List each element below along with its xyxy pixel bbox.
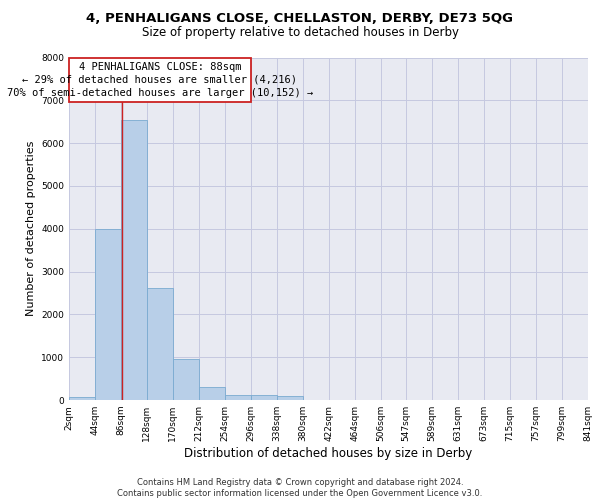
Bar xyxy=(69,396,95,400)
Text: 4 PENHALIGANS CLOSE: 88sqm
← 29% of detached houses are smaller (4,216)
70% of s: 4 PENHALIGANS CLOSE: 88sqm ← 29% of deta… xyxy=(7,62,313,98)
Bar xyxy=(95,229,121,400)
Y-axis label: Number of detached properties: Number of detached properties xyxy=(26,141,35,316)
Bar xyxy=(173,360,199,400)
Text: Contains HM Land Registry data © Crown copyright and database right 2024.
Contai: Contains HM Land Registry data © Crown c… xyxy=(118,478,482,498)
X-axis label: Distribution of detached houses by size in Derby: Distribution of detached houses by size … xyxy=(184,447,473,460)
Bar xyxy=(251,396,277,400)
Bar xyxy=(199,386,225,400)
Bar xyxy=(121,120,147,400)
Text: 4, PENHALIGANS CLOSE, CHELLASTON, DERBY, DE73 5QG: 4, PENHALIGANS CLOSE, CHELLASTON, DERBY,… xyxy=(86,12,514,26)
Bar xyxy=(225,395,251,400)
Bar xyxy=(147,288,173,400)
Text: Size of property relative to detached houses in Derby: Size of property relative to detached ho… xyxy=(142,26,458,39)
FancyBboxPatch shape xyxy=(69,58,251,102)
Bar xyxy=(277,396,303,400)
